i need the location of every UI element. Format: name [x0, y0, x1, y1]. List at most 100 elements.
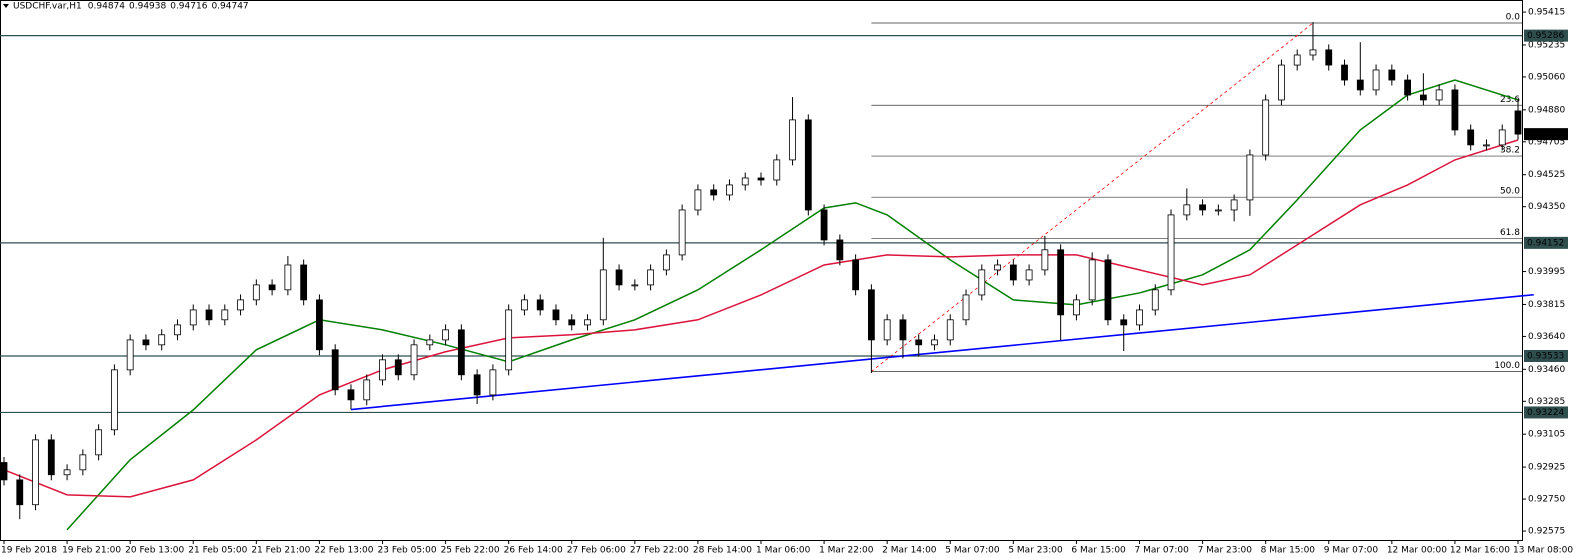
candle-body — [536, 299, 544, 311]
candle-body — [379, 359, 386, 381]
candle-body — [1388, 69, 1396, 81]
candle-body — [1514, 110, 1522, 135]
header-low: 0.94716 — [170, 2, 207, 12]
candle-body — [473, 374, 481, 396]
x-tick-label: 13 Mar 08:00 — [1513, 546, 1573, 556]
candle-body — [631, 284, 639, 287]
candle-body — [316, 299, 323, 351]
candle-body — [1009, 264, 1017, 281]
x-tick-label: 20 Feb 13:00 — [125, 546, 184, 556]
candle-body — [205, 309, 213, 321]
candle-body — [347, 389, 355, 401]
candle-body — [978, 269, 986, 296]
y-tick-label: 0.95415 — [1528, 8, 1565, 18]
x-tick-label: 22 Feb 13:00 — [314, 546, 373, 556]
candle-body — [899, 319, 907, 341]
candle-body — [110, 369, 118, 431]
candle-body — [1199, 204, 1206, 211]
candle-body — [47, 439, 55, 476]
y-tick-label: 0.94350 — [1528, 202, 1565, 212]
candle-body — [268, 284, 276, 291]
x-tick-label: 21 Feb 21:00 — [251, 546, 310, 556]
candle-body — [142, 339, 150, 346]
candle-body — [1498, 129, 1506, 146]
candle-body — [1151, 289, 1159, 311]
candle-body — [1341, 64, 1348, 81]
candle-body — [1325, 49, 1333, 66]
y-tick-label: 0.94880 — [1528, 105, 1565, 115]
fib-label: 100.0 — [1494, 361, 1520, 371]
header-open: 0.94874 — [88, 2, 125, 12]
fib-trend-line — [871, 22, 1314, 372]
price-label-box — [1524, 406, 1568, 419]
candle-body — [946, 319, 954, 341]
candle-body — [1419, 94, 1427, 101]
candle-body — [647, 269, 655, 286]
candle-body — [1372, 69, 1380, 91]
y-tick-label: 0.93460 — [1528, 365, 1565, 375]
x-tick-label: 8 Mar 15:00 — [1261, 546, 1316, 556]
candle-body — [836, 239, 844, 261]
fib-label: 0.0 — [1506, 13, 1521, 23]
candle-body — [1057, 249, 1065, 316]
moving-average — [3, 139, 1519, 498]
candle-body — [1356, 79, 1364, 91]
candle-body — [584, 319, 591, 326]
candle-body — [63, 469, 71, 476]
candle-body — [126, 339, 134, 371]
price-label-box — [1524, 236, 1568, 249]
candle-body — [1278, 64, 1285, 101]
candle-body — [552, 309, 560, 321]
candle-body — [1483, 144, 1490, 147]
x-tick-label: 5 Mar 23:00 — [1008, 546, 1063, 556]
y-tick-label: 0.92575 — [1528, 527, 1565, 537]
candle-body — [1293, 54, 1301, 66]
y-tick-label: 0.93640 — [1528, 332, 1565, 342]
candle-body — [1435, 89, 1443, 101]
current-price-label: 0.94747 — [1527, 130, 1564, 140]
candle-body — [994, 264, 1001, 271]
x-tick-label: 9 Mar 07:00 — [1324, 546, 1379, 556]
candle-body — [820, 209, 828, 241]
x-tick-label: 23 Feb 05:00 — [378, 546, 437, 556]
candle-body — [678, 209, 686, 256]
y-tick-label: 0.92750 — [1528, 495, 1565, 505]
candle-body — [221, 309, 229, 321]
candle-body — [457, 329, 465, 376]
fib-label: 50.0 — [1500, 187, 1520, 197]
candle-body — [757, 177, 765, 181]
price-label: 0.93224 — [1527, 408, 1564, 418]
candle-body — [852, 259, 860, 291]
candle-body — [442, 329, 449, 341]
candle-body — [189, 309, 197, 326]
price-label: 0.95286 — [1527, 31, 1564, 41]
candle-body — [1451, 89, 1459, 131]
candle-body — [1167, 214, 1175, 291]
x-tick-label: 25 Feb 22:00 — [441, 546, 500, 556]
candle-body — [1404, 79, 1412, 96]
candle-body — [867, 289, 875, 341]
candle-body — [662, 254, 670, 271]
x-tick-label: 28 Feb 14:00 — [693, 546, 752, 556]
candle-body — [615, 269, 623, 286]
trend-line — [350, 293, 1534, 411]
y-tick-label: 0.92925 — [1528, 463, 1565, 473]
symbol: USDCHF.var,H1 — [13, 2, 82, 12]
x-tick-label: 19 Feb 2018 — [1, 546, 57, 556]
x-tick-label: 7 Mar 23:00 — [1198, 546, 1253, 556]
candle-body — [1262, 99, 1270, 156]
header-close: 0.94747 — [211, 2, 248, 12]
candle-body — [32, 439, 39, 506]
y-tick-label: 0.93815 — [1528, 300, 1565, 310]
candle-body — [426, 339, 434, 346]
candle-body — [489, 369, 497, 396]
candle-body — [521, 299, 528, 311]
x-tick-label: 12 Mar 00:00 — [1387, 546, 1447, 556]
plot-area — [0, 0, 1523, 541]
x-tick-label: 12 Mar 16:00 — [1450, 546, 1510, 556]
candle-body — [1246, 154, 1254, 201]
x-tick-label: 6 Mar 15:00 — [1071, 546, 1126, 556]
x-tick-label: 27 Feb 22:00 — [630, 546, 689, 556]
menu-triangle[interactable] — [3, 4, 9, 8]
